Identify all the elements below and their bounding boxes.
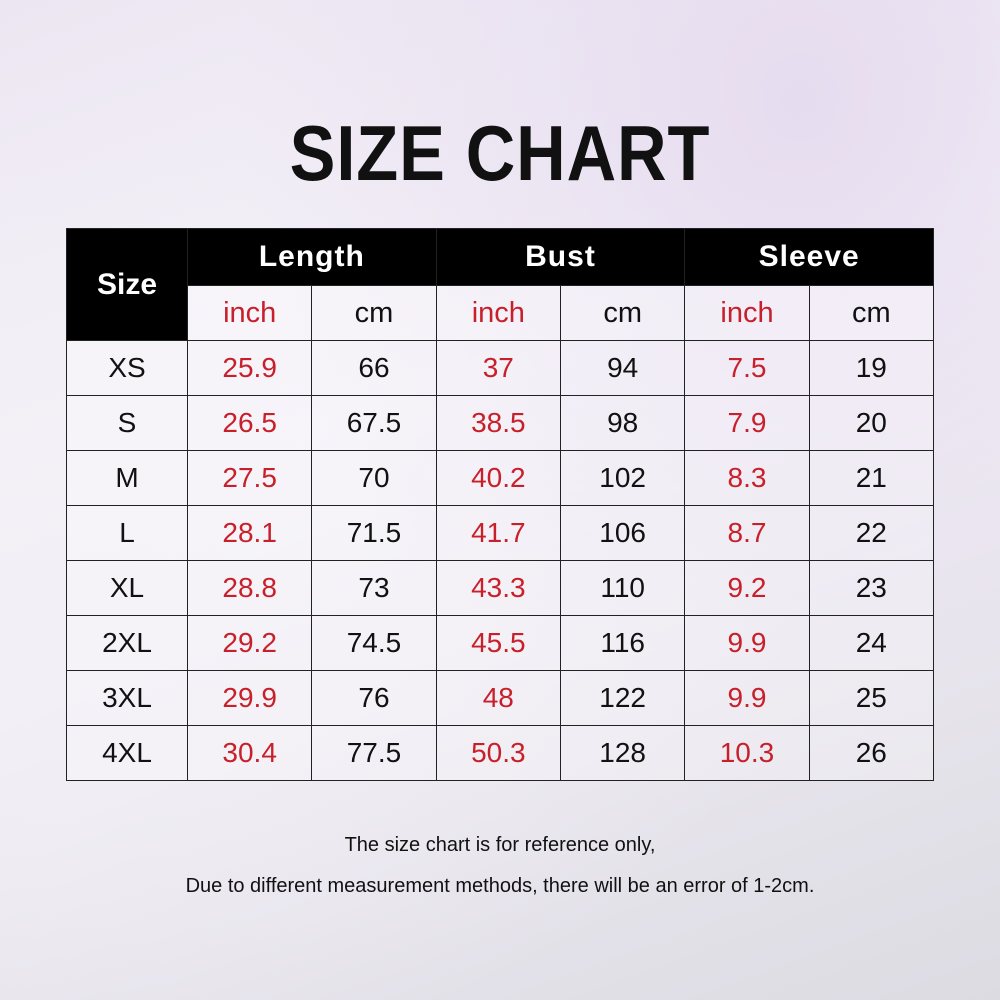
- table-row: 3XL 29.9 76 48 122 9.9 25: [66, 670, 935, 726]
- value-cell: 110: [559, 560, 686, 616]
- value-cell: 102: [559, 450, 686, 506]
- value-cell: 40.2: [435, 450, 561, 506]
- value-cell: 77.5: [311, 725, 437, 781]
- size-cell: XS: [66, 340, 188, 396]
- value-cell: 23: [808, 560, 935, 616]
- value-cell: 8.3: [684, 450, 810, 506]
- value-cell: 70: [311, 450, 437, 506]
- value-cell: 28.8: [186, 560, 313, 616]
- table-row: XS 25.9 66 37 94 7.5 19: [66, 340, 935, 396]
- table-row: XL 28.8 73 43.3 110 9.2 23: [66, 560, 935, 616]
- value-cell: 26.5: [186, 395, 313, 451]
- value-cell: 73: [311, 560, 437, 616]
- size-cell: M: [66, 450, 188, 506]
- unit-header: cm: [559, 285, 686, 341]
- table-row: 4XL 30.4 77.5 50.3 128 10.3 26: [66, 725, 935, 781]
- value-cell: 41.7: [435, 505, 561, 561]
- value-cell: 27.5: [186, 450, 313, 506]
- size-cell: S: [66, 395, 188, 451]
- unit-header: inch: [435, 285, 561, 341]
- value-cell: 8.7: [684, 505, 810, 561]
- page-title: SIZE CHART: [289, 109, 711, 197]
- value-cell: 45.5: [435, 615, 561, 671]
- value-cell: 9.9: [684, 615, 810, 671]
- unit-header: cm: [311, 285, 437, 341]
- value-cell: 122: [559, 670, 686, 726]
- note-error: Due to different measurement methods, th…: [185, 875, 815, 897]
- value-cell: 50.3: [435, 725, 561, 781]
- value-cell: 7.9: [684, 395, 810, 451]
- value-cell: 74.5: [311, 615, 437, 671]
- value-cell: 37: [435, 340, 561, 396]
- table-row: S 26.5 67.5 38.5 98 7.9 20: [66, 395, 935, 451]
- value-cell: 128: [559, 725, 686, 781]
- value-cell: 28.1: [186, 505, 313, 561]
- value-cell: 48: [435, 670, 561, 726]
- size-cell: XL: [66, 560, 188, 616]
- value-cell: 71.5: [311, 505, 437, 561]
- value-cell: 67.5: [311, 395, 437, 451]
- value-cell: 22: [808, 505, 935, 561]
- value-cell: 29.2: [186, 615, 313, 671]
- size-header: Size: [66, 228, 188, 341]
- table-row: M 27.5 70 40.2 102 8.3 21: [66, 450, 935, 506]
- value-cell: 26: [808, 725, 935, 781]
- value-cell: 24: [808, 615, 935, 671]
- value-cell: 29.9: [186, 670, 313, 726]
- value-cell: 9.9: [684, 670, 810, 726]
- value-cell: 43.3: [435, 560, 561, 616]
- note-reference: The size chart is for reference only,: [344, 834, 656, 856]
- value-cell: 9.2: [684, 560, 810, 616]
- value-cell: 116: [559, 615, 686, 671]
- value-cell: 7.5: [684, 340, 810, 396]
- unit-header: inch: [186, 285, 313, 341]
- unit-header: inch: [684, 285, 810, 341]
- value-cell: 20: [808, 395, 935, 451]
- value-cell: 66: [311, 340, 437, 396]
- value-cell: 21: [808, 450, 935, 506]
- unit-header: cm: [808, 285, 935, 341]
- value-cell: 98: [559, 395, 686, 451]
- size-cell: 3XL: [66, 670, 188, 726]
- size-cell: 4XL: [66, 725, 188, 781]
- value-cell: 94: [559, 340, 686, 396]
- value-cell: 10.3: [684, 725, 810, 781]
- value-cell: 25.9: [186, 340, 313, 396]
- table-row: 2XL 29.2 74.5 45.5 116 9.9 24: [66, 615, 935, 671]
- sleeve-header: Sleeve: [684, 228, 934, 286]
- value-cell: 25: [808, 670, 935, 726]
- value-cell: 30.4: [186, 725, 313, 781]
- size-chart-table: Size Length Bust Sleeve inch cm inch cm inch…: [66, 228, 935, 781]
- table-row: L 28.1 71.5 41.7 106 8.7 22: [66, 505, 935, 561]
- bust-header: Bust: [435, 228, 686, 286]
- value-cell: 19: [808, 340, 935, 396]
- length-header: Length: [187, 228, 437, 286]
- size-cell: L: [66, 505, 188, 561]
- value-cell: 76: [311, 670, 437, 726]
- value-cell: 106: [559, 505, 686, 561]
- size-cell: 2XL: [66, 615, 188, 671]
- value-cell: 38.5: [435, 395, 561, 451]
